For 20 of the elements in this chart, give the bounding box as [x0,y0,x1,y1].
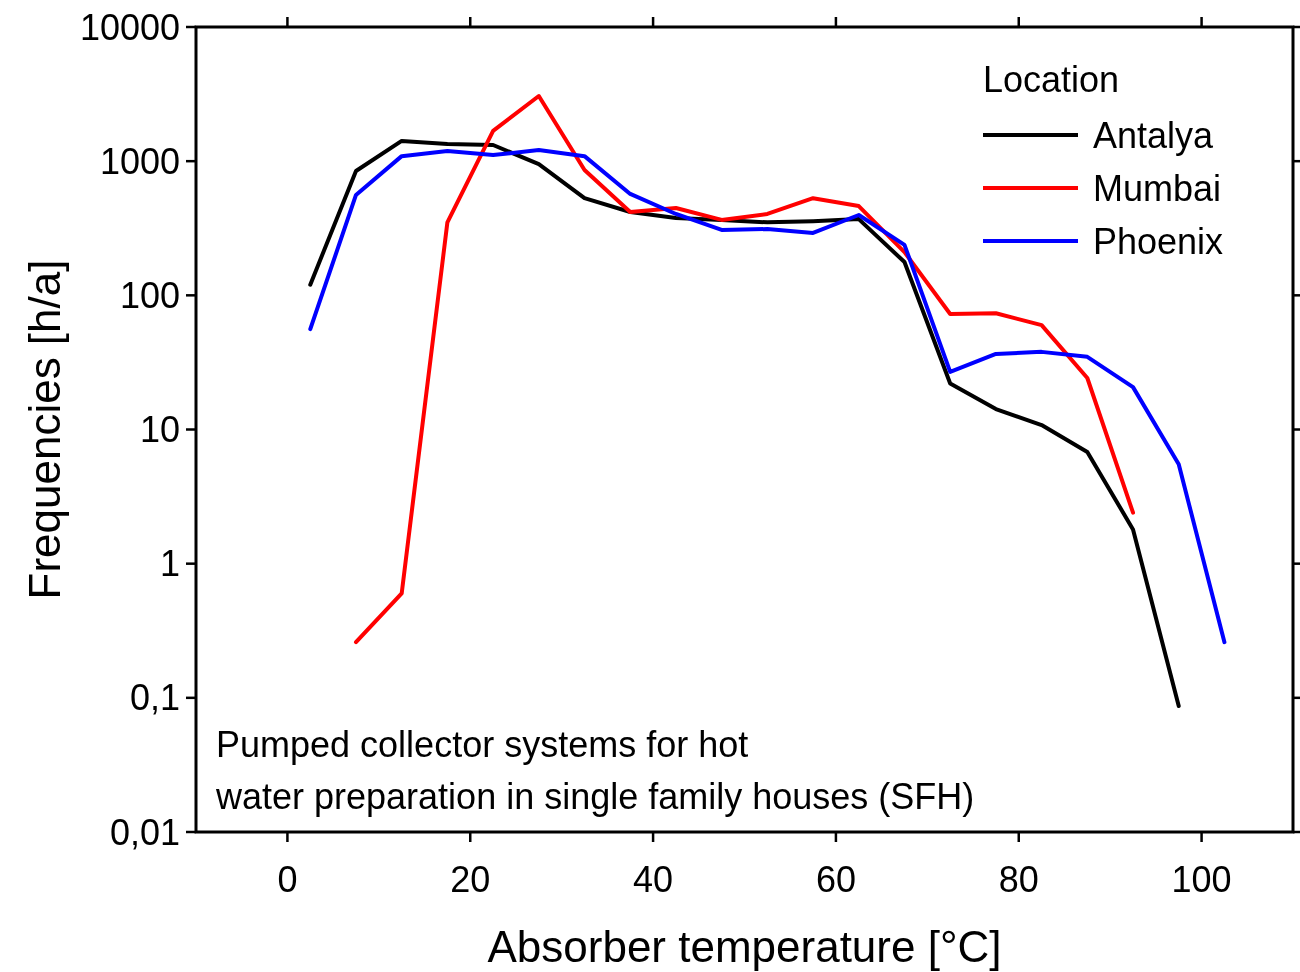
x-tick-label: 100 [1171,859,1232,900]
y-tick-label: 0,01 [109,811,180,853]
x-tick-label: 40 [633,859,674,900]
annotation: Pumped collector systems for hot water preparation in single family houses (SFH) [215,724,975,817]
legend-label: Antalya [1093,114,1215,156]
x-tick-label: 20 [450,859,491,900]
x-tick-label: 0 [277,859,298,900]
x-axis-title: Absorber temperature [°C] [487,922,1002,971]
y-tick-label: 1000 [99,140,180,182]
legend-title: Location [983,59,1120,100]
y-tick-label: 10 [139,409,180,451]
x-tick-label: 80 [998,859,1039,900]
legend-label: Phoenix [1093,220,1224,262]
x-tick-label: 60 [815,859,856,900]
y-tick-label: 10000 [79,6,180,48]
y-tick-label: 0,1 [129,677,180,719]
y-tick-label: 1 [159,543,180,585]
y-tick-label: 100 [119,274,180,316]
y-axis-title: Frequencies [h/a] [20,259,69,600]
legend-label: Mumbai [1093,167,1222,209]
